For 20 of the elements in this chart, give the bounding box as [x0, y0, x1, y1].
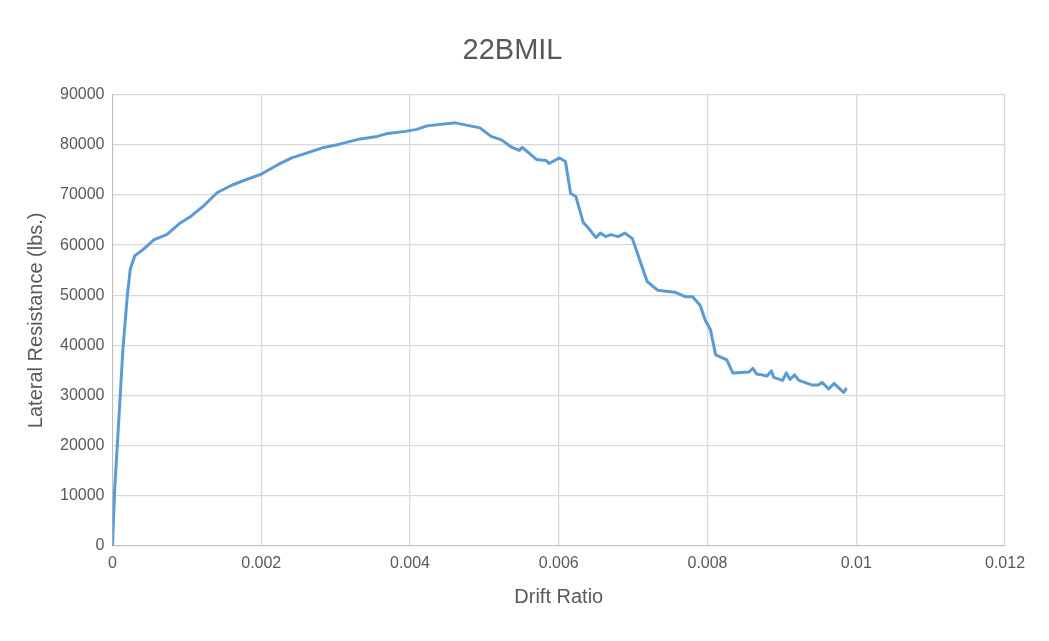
x-tick-label: 0.012	[984, 553, 1026, 571]
y-tick-label: 20000	[59, 435, 105, 453]
y-tick-label: 40000	[59, 335, 105, 353]
y-tick-label: 70000	[59, 185, 105, 203]
y-tick-label: 60000	[59, 235, 105, 253]
y-tick-label: 10000	[59, 486, 105, 504]
x-tick-label: 0.006	[538, 553, 579, 571]
x-tick-label: 0.008	[687, 553, 728, 571]
x-tick-label: 0.002	[241, 553, 282, 571]
y-tick-label: 30000	[59, 385, 105, 403]
x-axis-title: Drift Ratio	[514, 584, 604, 607]
chart-title: 22BMIL	[462, 33, 563, 66]
x-tick-label: 0	[108, 553, 118, 571]
y-tick-label: 80000	[59, 135, 105, 153]
y-tick-label: 0	[95, 536, 105, 554]
y-tick-label: 90000	[59, 85, 105, 103]
y-axis-title: Lateral Resistance (lbs.)	[23, 212, 46, 429]
x-tick-label: 0.01	[840, 553, 872, 571]
x-tick-label: 0.004	[389, 553, 431, 571]
y-tick-label: 50000	[59, 285, 105, 303]
